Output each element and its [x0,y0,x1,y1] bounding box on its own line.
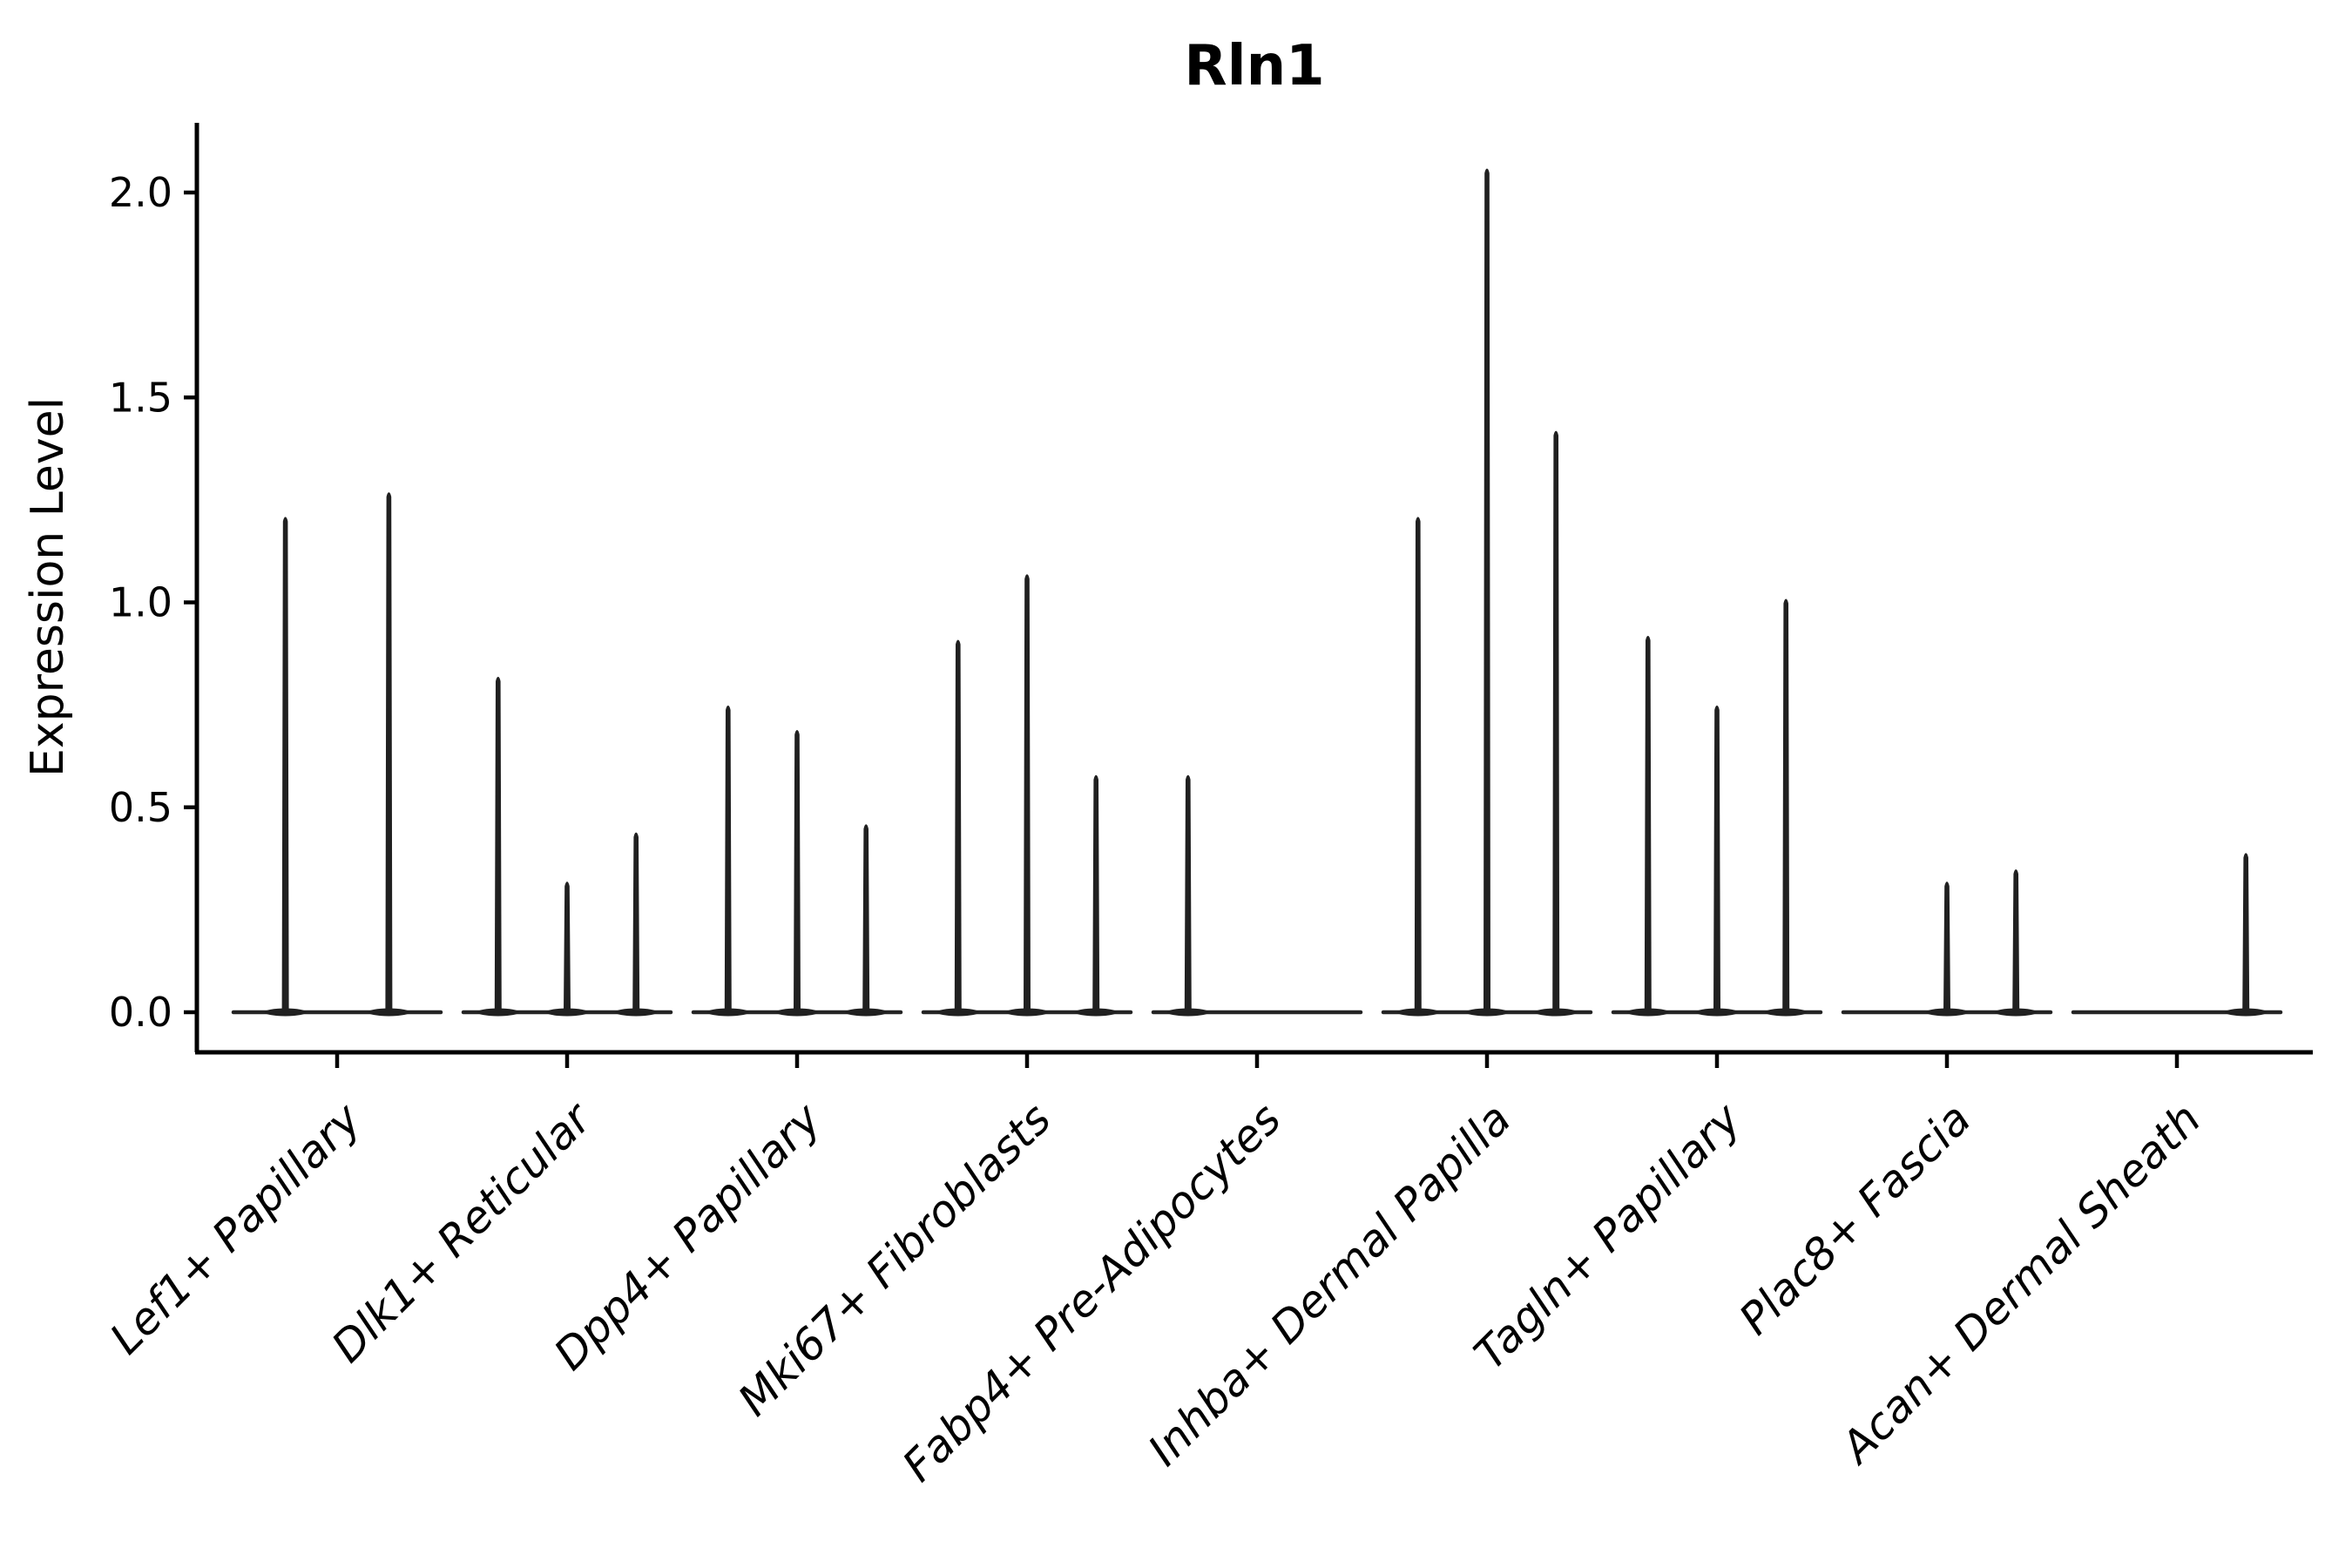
violin-group [2071,853,2283,1017]
violin-group [1381,168,1593,1017]
violin-spike [1552,430,1560,1013]
y-axis-label: Expression Level [22,397,74,777]
y-tick-label: 2.0 [109,169,172,216]
y-tick-label: 1.5 [109,374,172,421]
chart-title: Rln1 [1184,34,1324,98]
x-tick-label: Inhba+ Dermal Papilla [1139,1093,1520,1475]
violin-spike [385,492,393,1013]
y-tick-label: 0.0 [109,989,172,1036]
violin-spike [1184,774,1192,1013]
violin-group [1611,598,1823,1017]
violin-spike [1092,774,1100,1013]
violin-spike [632,832,640,1013]
violin-group [1151,774,1363,1017]
violin-spike [954,639,962,1013]
y-tick-label: 0.5 [109,784,172,831]
violin-spike [1713,705,1720,1013]
violin-group [691,705,903,1017]
x-tick-label: Plac8+ Fascia [1730,1093,1981,1344]
violin-group [461,676,673,1017]
violin-spike [1644,635,1652,1013]
violin-spike [2012,869,2020,1013]
violin-spike [564,882,571,1013]
violin-spike [1414,517,1422,1013]
violin-spike [794,730,801,1013]
x-tick-label: Lef1+ Papillary [100,1092,371,1363]
violin-spike [281,517,289,1013]
violin-group [1841,869,2053,1017]
violin-spike [494,676,502,1013]
violin-spike [2242,853,2250,1013]
x-tick-label: Fabp4+ Pre-Adipocytes [893,1093,1291,1491]
y-tick-label: 1.0 [109,579,172,626]
violins [231,168,2283,1017]
violin-spike [1782,598,1790,1013]
violin-group [231,492,443,1017]
violin-group [921,574,1133,1017]
violin-spike [862,824,870,1013]
violin-spike [1943,882,1950,1013]
violin-spike [1484,168,1490,1013]
violin-spike [724,705,732,1013]
violin-spike [1024,574,1031,1013]
